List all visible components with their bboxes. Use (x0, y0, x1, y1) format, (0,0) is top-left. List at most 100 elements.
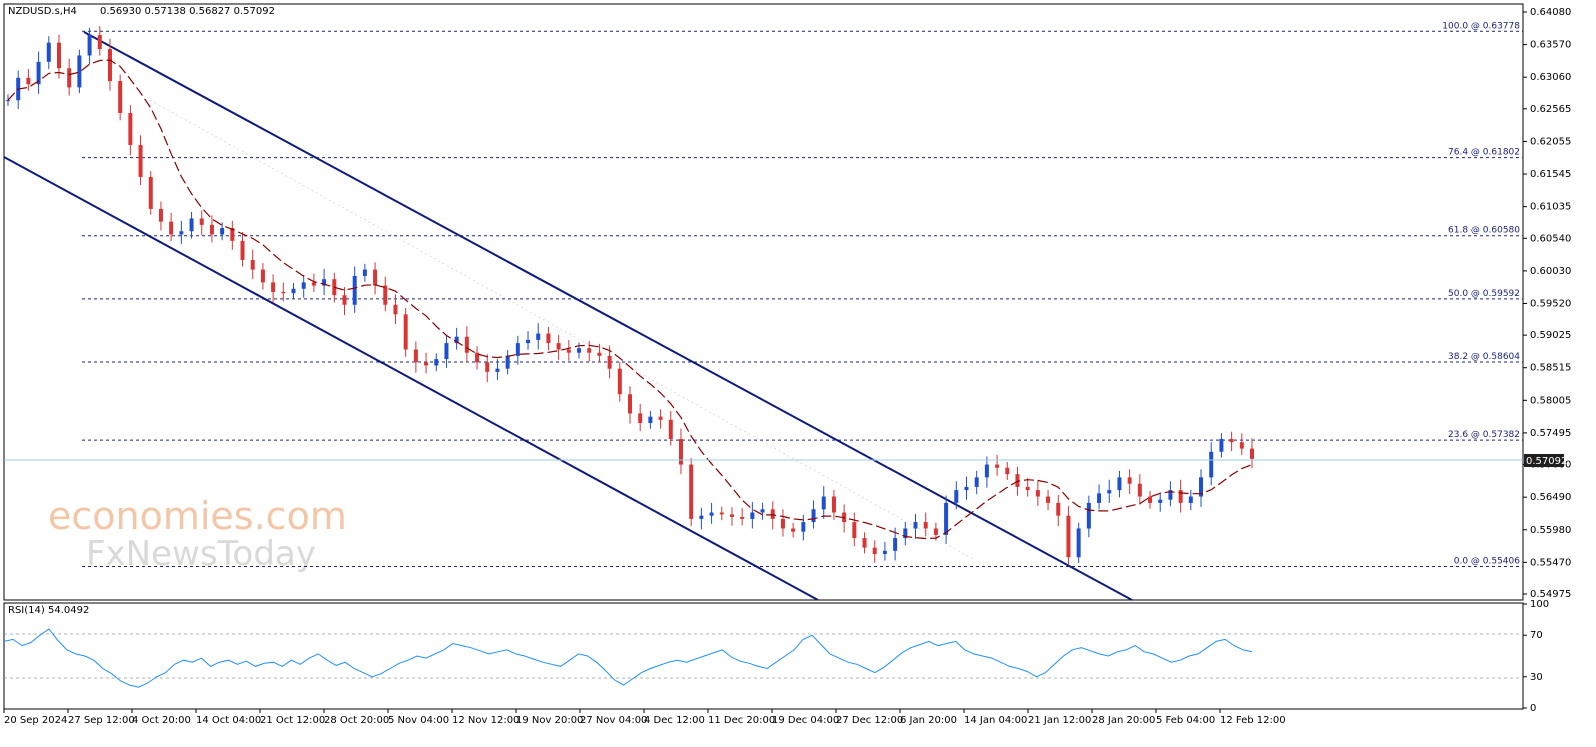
candle-body-up (699, 515, 704, 519)
candle-body-up (1076, 528, 1081, 558)
candle-body-up (1209, 451, 1214, 478)
candle-body-down (933, 528, 938, 535)
time-tick-label: 5 Feb 04:00 (1156, 715, 1215, 726)
price-tick-label: 0.59025 (1530, 330, 1571, 341)
price-tick-label: 0.58005 (1530, 395, 1571, 406)
candle-body-up (984, 464, 989, 478)
candle-body-up (893, 538, 898, 551)
candle-body-up (964, 486, 969, 491)
candle-body-up (944, 502, 949, 535)
candle-body-down (97, 35, 102, 50)
fibonacci-level-label: 61.8 @ 0.60580 (1448, 226, 1520, 236)
time-tick-label: 4 Dec 12:00 (644, 715, 705, 726)
time-tick-label: 14 Jan 04:00 (964, 715, 1027, 726)
candle-body-up (821, 496, 826, 510)
candle-body-down (658, 416, 663, 420)
candle-body-up (1188, 496, 1193, 503)
candle-body-down (719, 512, 724, 515)
time-tick-label: 28 Jan 20:00 (1092, 715, 1155, 726)
candle-body-up (811, 509, 816, 523)
rsi-tick-label: 0 (1530, 703, 1536, 714)
candle-body-up (291, 288, 296, 294)
rsi-line (3, 628, 1253, 688)
candle-body-down (1137, 483, 1142, 497)
time-tick-label: 14 Oct 04:00 (196, 715, 261, 726)
candle-body-up (750, 512, 755, 519)
candle-body-down (107, 49, 112, 82)
candle-body-down (556, 343, 561, 350)
price-tick-label: 0.60540 (1530, 233, 1571, 244)
time-tick-label: 19 Nov 20:00 (516, 715, 583, 726)
candle-body-down (138, 144, 143, 177)
chart-header-symbol: NZDUSD.s,H4 (8, 6, 77, 17)
candle-body-up (454, 336, 459, 344)
time-tick-label: 12 Feb 12:00 (1220, 715, 1286, 726)
rsi-axis: 100 70 30 0 (1523, 599, 1549, 714)
candle-body-up (577, 348, 582, 353)
candle-body-down (383, 285, 388, 305)
price-axis: 0.64080 0.63570 0.63060 0.62565 0.62055 0.615… (1523, 7, 1571, 600)
time-tick-label: 21 Oct 12:00 (260, 715, 325, 726)
candle-body-down (1229, 438, 1234, 443)
time-tick-label: 6 Jan 20:00 (900, 715, 957, 726)
candle-body-up (179, 231, 184, 235)
candle-body-up (434, 359, 439, 366)
candle-body-down (464, 336, 469, 353)
price-tick-label: 0.57495 (1530, 428, 1571, 439)
time-tick-label: 19 Dec 04:00 (772, 715, 839, 726)
candle-body-up (6, 100, 10, 102)
candle-body-down (628, 394, 632, 414)
time-axis: 20 Sep 2024 27 Sep 12:004 Oct 20:00 14 Oct… (3, 709, 1286, 726)
fibonacci-level-label: 38.2 @ 0.58604 (1448, 352, 1520, 362)
candle-body-down (158, 208, 163, 222)
candle-body-up (505, 355, 510, 369)
candle-body-down (729, 514, 734, 517)
candle-body-down (485, 362, 490, 372)
candle-body-up (801, 522, 806, 532)
watermark-sub: FxNewsToday (86, 534, 316, 574)
candle-body-up (1117, 477, 1122, 491)
candle-body-down (413, 349, 418, 363)
candle-body-up (87, 35, 92, 56)
candle-body-down (1066, 515, 1071, 558)
price-tick-label: 0.55980 (1530, 525, 1571, 536)
candle-body-up (1158, 499, 1163, 503)
candle-body-up (301, 282, 306, 289)
time-tick-label: 11 Dec 20:00 (708, 715, 775, 726)
time-tick-label: 5 Nov 04:00 (388, 715, 449, 726)
candle-body-down (1148, 496, 1153, 503)
candle-body-up (709, 512, 714, 516)
fibonacci-levels: 100.0 @ 0.63778 76.4 @ 0.61802 61.8 @ 0.60… (82, 21, 1523, 567)
price-tick-label: 0.60030 (1530, 266, 1571, 277)
candle-body-up (515, 343, 520, 356)
candle-body-up (444, 343, 449, 360)
candle-body-up (495, 368, 500, 372)
candle-body-down (260, 269, 265, 283)
candle-body-up (1086, 502, 1091, 529)
rsi-tick-label: 100 (1530, 599, 1549, 610)
candle-body-down (689, 464, 694, 519)
candle-body-down (230, 228, 235, 241)
candle-body-up (648, 416, 653, 424)
candle-body-down (852, 522, 857, 539)
candle-body-down (597, 352, 602, 356)
rsi-tick-label: 70 (1530, 630, 1543, 641)
time-tick-label: 27 Dec 12:00 (836, 715, 903, 726)
watermark-brand: economies.com (48, 494, 347, 538)
candle-body-down (668, 419, 673, 439)
candle-body-down (342, 295, 347, 305)
candle-body-up (1107, 490, 1112, 494)
candle-body-down (393, 304, 398, 315)
fibonacci-level-label: 100.0 @ 0.63778 (1442, 21, 1520, 31)
time-tick-label: 21 Jan 12:00 (1028, 715, 1091, 726)
candle-body-down (424, 362, 429, 366)
candle-body-down (1056, 502, 1061, 516)
candle-body-down (199, 218, 204, 225)
candle-body-down (128, 112, 133, 145)
price-tick-label: 0.62565 (1530, 104, 1571, 115)
candle-body-down (1127, 477, 1132, 484)
candle-body-down (1178, 490, 1183, 503)
candle-body-up (352, 275, 357, 305)
candle-body-up (362, 269, 367, 276)
